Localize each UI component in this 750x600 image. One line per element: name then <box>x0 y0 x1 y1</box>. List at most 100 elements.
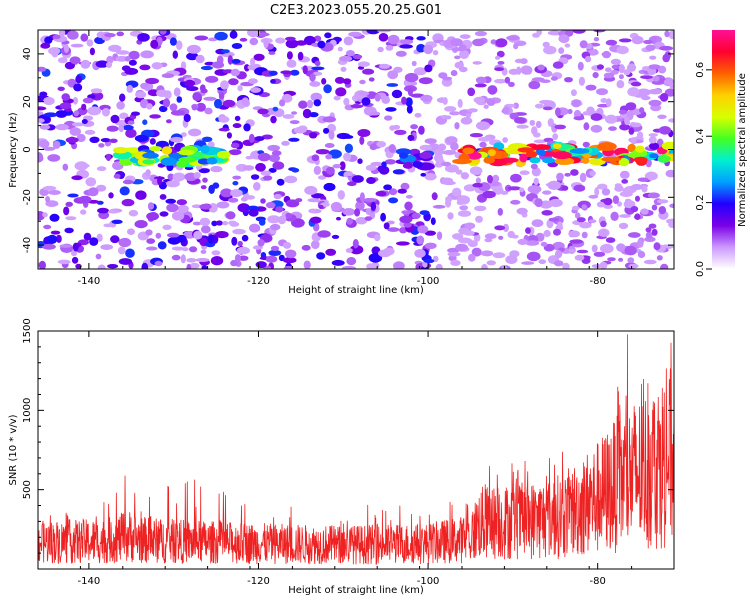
heatmap-cell <box>386 83 399 87</box>
heatmap-band-cell <box>551 151 572 160</box>
heatmap-cell <box>215 231 229 239</box>
heatmap-cell <box>604 114 618 124</box>
heatmap-cell <box>482 190 496 199</box>
heatmap-cell <box>276 178 285 186</box>
heatmap-cell <box>370 201 377 211</box>
heatmap-cell <box>614 185 624 192</box>
heatmap-cell <box>618 64 625 74</box>
heatmap-cell <box>405 194 413 199</box>
heatmap-cell <box>317 175 327 180</box>
heatmap-cell <box>71 122 85 127</box>
heatmap-cell <box>149 114 162 119</box>
heatmap-cell <box>498 235 504 240</box>
heatmap-cell <box>234 115 241 122</box>
heatmap-cell <box>630 184 644 190</box>
heatmap-cell <box>210 256 224 266</box>
heatmap-cell <box>166 180 180 188</box>
heatmap-cell <box>119 186 130 196</box>
heatmap-cell <box>619 123 630 131</box>
heatmap-cell <box>249 37 259 46</box>
colorbar-tick-label: 0.4 <box>695 128 706 144</box>
heatmap-cell <box>195 54 205 64</box>
heatmap-cell <box>117 246 126 255</box>
heatmap-cell <box>325 166 335 175</box>
heatmap-cell <box>308 208 317 214</box>
heatmap-cell <box>42 212 48 218</box>
heatmap-cell <box>65 137 79 143</box>
heatmap-cell <box>637 131 644 139</box>
heatmap-cell <box>546 219 554 229</box>
heatmap-cell <box>600 98 608 103</box>
heatmap-cell <box>199 84 206 92</box>
heatmap-cell <box>416 43 426 53</box>
heatmap-cell <box>151 62 163 70</box>
heatmap-cell <box>394 129 407 135</box>
heatmap-cell <box>55 123 69 131</box>
heatmap-cell <box>399 215 413 224</box>
heatmap-cell <box>441 161 452 167</box>
heatmap-cell <box>50 230 61 235</box>
heatmap-cell <box>200 249 207 254</box>
heatmap-cell <box>457 98 463 108</box>
heatmap-cell <box>409 81 418 86</box>
heatmap-cell <box>454 55 461 60</box>
snr-y-axis-label: SNR (10 * v/v) <box>8 414 19 485</box>
heatmap-cell <box>146 103 153 110</box>
heatmap-cell <box>464 222 476 230</box>
heatmap-cell <box>376 141 387 148</box>
heatmap-cell <box>55 110 68 118</box>
heatmap-cell <box>95 253 102 260</box>
heatmap-cell <box>186 52 199 61</box>
heatmap-cell <box>374 234 381 242</box>
heatmap-cell <box>267 215 281 224</box>
heatmap-cell <box>530 163 538 170</box>
x-tick-label: -80 <box>590 576 606 587</box>
heatmap-cell <box>357 61 370 67</box>
heatmap-cell <box>291 168 300 173</box>
heatmap-cell <box>183 113 191 123</box>
heatmap-cell <box>424 242 437 249</box>
heatmap-cell <box>641 95 651 101</box>
heatmap-cell <box>61 93 70 101</box>
heatmap-cell <box>486 260 496 266</box>
heatmap-cell <box>359 136 365 145</box>
heatmap-cell <box>520 65 533 75</box>
heatmap-cell <box>184 79 196 87</box>
heatmap-band-cell <box>627 152 641 158</box>
heatmap-cell <box>200 185 207 190</box>
heatmap-cell <box>514 117 526 124</box>
heatmap-cell <box>458 44 467 52</box>
heatmap-band-cell <box>597 142 617 151</box>
x-tick-label: -120 <box>247 576 270 587</box>
heatmap-cell <box>277 215 287 225</box>
heatmap-cell <box>628 127 635 135</box>
heatmap-cell <box>166 164 174 172</box>
heatmap-cell <box>541 210 553 216</box>
heatmap-cell <box>494 78 507 84</box>
y-tick-label: 20 <box>22 95 33 108</box>
heatmap-cell <box>506 35 520 41</box>
heatmap-cell <box>576 217 586 223</box>
heatmap-cell <box>42 243 56 250</box>
heatmap-cell <box>392 169 405 175</box>
heatmap-cell <box>39 124 51 130</box>
heatmap-cell <box>220 80 229 90</box>
heatmap-cell <box>378 33 389 42</box>
heatmap-cell <box>467 240 478 248</box>
heatmap-cell <box>605 237 616 243</box>
heatmap-cell <box>315 149 330 155</box>
heatmap-cell <box>72 97 79 105</box>
heatmap-cell <box>82 97 94 104</box>
heatmap-cell <box>180 254 186 264</box>
heatmap-band-cell <box>519 153 528 163</box>
heatmap-cell <box>525 240 540 246</box>
heatmap-cell <box>612 195 620 204</box>
heatmap-cell <box>460 117 473 125</box>
y-tick-label: -20 <box>22 189 33 205</box>
heatmap-band-cell <box>542 157 556 164</box>
heatmap-cell <box>221 49 230 54</box>
heatmap-cell <box>237 85 243 92</box>
heatmap-cell <box>644 236 656 242</box>
heatmap-cell <box>596 88 608 96</box>
heatmap-cell <box>618 257 624 262</box>
